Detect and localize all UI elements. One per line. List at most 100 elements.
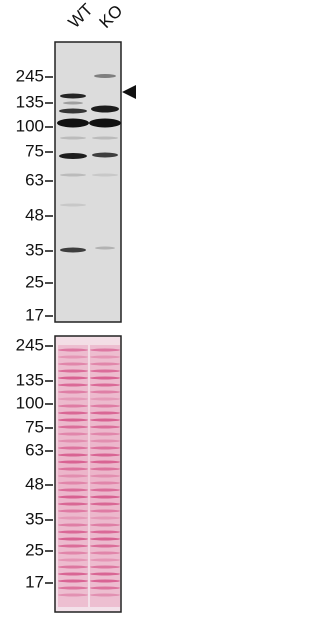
band	[58, 390, 88, 394]
band	[58, 579, 88, 583]
bands	[57, 74, 121, 253]
band	[90, 565, 120, 569]
blot-figure: WT KO 245 135 100 75 63 48 35 25 17 245 135 100 75 63…	[16, 0, 136, 613]
marker-label: 25	[25, 272, 44, 291]
band	[59, 153, 87, 159]
band	[90, 488, 120, 492]
band	[59, 108, 87, 114]
band	[58, 537, 88, 541]
band	[58, 495, 88, 499]
band	[58, 397, 88, 401]
band	[90, 509, 120, 513]
band	[58, 453, 88, 457]
band	[94, 74, 116, 78]
band	[58, 411, 88, 415]
band	[58, 586, 88, 590]
band	[60, 173, 86, 177]
band	[90, 453, 120, 457]
marker-label: 63	[25, 170, 44, 189]
lane-stain	[58, 345, 88, 607]
lane-label: WT	[65, 0, 97, 32]
marker-label: 100	[16, 116, 44, 135]
band	[58, 544, 88, 548]
marker-label: 35	[25, 240, 44, 259]
marker-label: 100	[16, 393, 44, 412]
band	[90, 551, 120, 555]
band	[58, 516, 88, 520]
marker-label: 75	[25, 417, 44, 436]
band	[58, 348, 88, 352]
band	[57, 118, 89, 128]
band	[58, 467, 88, 471]
marker-label: 245	[16, 66, 44, 85]
band	[90, 586, 120, 590]
band	[58, 418, 88, 422]
band	[60, 136, 86, 140]
bottom-panel	[54, 335, 122, 613]
band	[58, 439, 88, 443]
band	[90, 411, 120, 415]
marker-label: 48	[25, 205, 44, 224]
band	[92, 152, 118, 158]
marker-labels: 245 135 100 75 63 48 35 25 17 245 135 100 75 63 48 35 25…	[16, 66, 53, 591]
band	[90, 530, 120, 534]
band	[58, 481, 88, 485]
band	[92, 136, 118, 140]
band	[58, 355, 88, 359]
lane-label: KO	[96, 1, 127, 32]
band	[58, 488, 88, 492]
band	[58, 593, 88, 597]
band	[58, 369, 88, 373]
marker-label: 75	[25, 141, 44, 160]
band	[92, 173, 118, 177]
band	[90, 481, 120, 485]
band	[58, 530, 88, 534]
band	[90, 593, 120, 597]
band	[60, 247, 86, 253]
lane-stain	[90, 345, 120, 607]
band	[58, 565, 88, 569]
band	[90, 544, 120, 548]
marker-label: 48	[25, 474, 44, 493]
band	[90, 425, 120, 429]
band	[58, 572, 88, 576]
band	[90, 362, 120, 366]
top-panel	[54, 41, 122, 323]
marker-label: 17	[25, 305, 44, 324]
band	[58, 446, 88, 450]
band	[58, 432, 88, 436]
band	[58, 502, 88, 506]
band	[90, 460, 120, 464]
band	[90, 348, 120, 352]
band	[63, 101, 83, 105]
band	[58, 474, 88, 478]
band	[58, 362, 88, 366]
band	[91, 105, 119, 113]
band	[90, 523, 120, 527]
marker-label: 25	[25, 540, 44, 559]
bands	[58, 345, 120, 607]
band	[58, 404, 88, 408]
band	[90, 558, 120, 562]
band	[58, 509, 88, 513]
marker-label: 135	[16, 370, 44, 389]
band	[58, 383, 88, 387]
band	[90, 439, 120, 443]
band	[58, 523, 88, 527]
band	[90, 537, 120, 541]
band	[90, 369, 120, 373]
band	[60, 93, 86, 99]
band	[58, 551, 88, 555]
band	[58, 460, 88, 464]
band	[90, 397, 120, 401]
band	[89, 118, 121, 128]
blot-panel	[54, 41, 122, 323]
band	[90, 383, 120, 387]
marker-label: 17	[25, 572, 44, 591]
band	[58, 558, 88, 562]
band	[90, 355, 120, 359]
band	[90, 579, 120, 583]
band	[60, 203, 86, 207]
band	[90, 418, 120, 422]
band	[90, 446, 120, 450]
